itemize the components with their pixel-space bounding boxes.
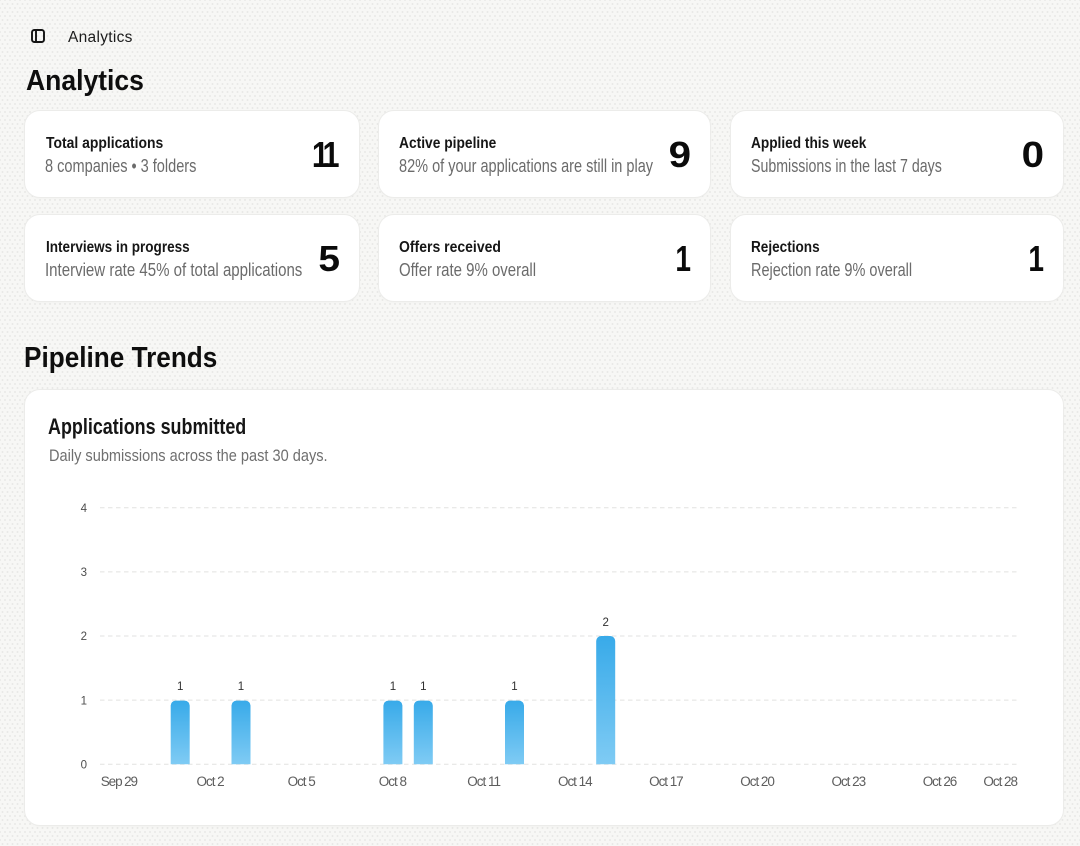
svg-text:Oct 14: Oct 14 bbox=[558, 774, 593, 789]
svg-text:Oct 11: Oct 11 bbox=[467, 774, 501, 789]
svg-text:0: 0 bbox=[81, 759, 87, 771]
svg-text:Oct 20: Oct 20 bbox=[740, 774, 775, 789]
svg-text:Oct 28: Oct 28 bbox=[983, 774, 1018, 789]
svg-text:1: 1 bbox=[420, 681, 426, 693]
svg-text:Oct 2: Oct 2 bbox=[197, 774, 225, 789]
svg-text:Oct 23: Oct 23 bbox=[832, 774, 867, 789]
svg-text:Oct 5: Oct 5 bbox=[288, 774, 316, 789]
svg-text:Oct 8: Oct 8 bbox=[379, 774, 407, 789]
svg-text:2: 2 bbox=[602, 617, 608, 629]
svg-text:Sep 29: Sep 29 bbox=[101, 774, 138, 789]
svg-text:1: 1 bbox=[238, 681, 244, 693]
svg-text:1: 1 bbox=[177, 681, 183, 693]
svg-text:1: 1 bbox=[511, 681, 517, 693]
svg-text:1: 1 bbox=[390, 681, 396, 693]
svg-text:Oct 17: Oct 17 bbox=[649, 774, 684, 789]
svg-text:Oct 26: Oct 26 bbox=[923, 774, 958, 789]
svg-text:2: 2 bbox=[81, 631, 87, 643]
svg-text:1: 1 bbox=[81, 695, 87, 707]
svg-text:3: 3 bbox=[81, 567, 87, 579]
svg-text:4: 4 bbox=[81, 503, 88, 515]
